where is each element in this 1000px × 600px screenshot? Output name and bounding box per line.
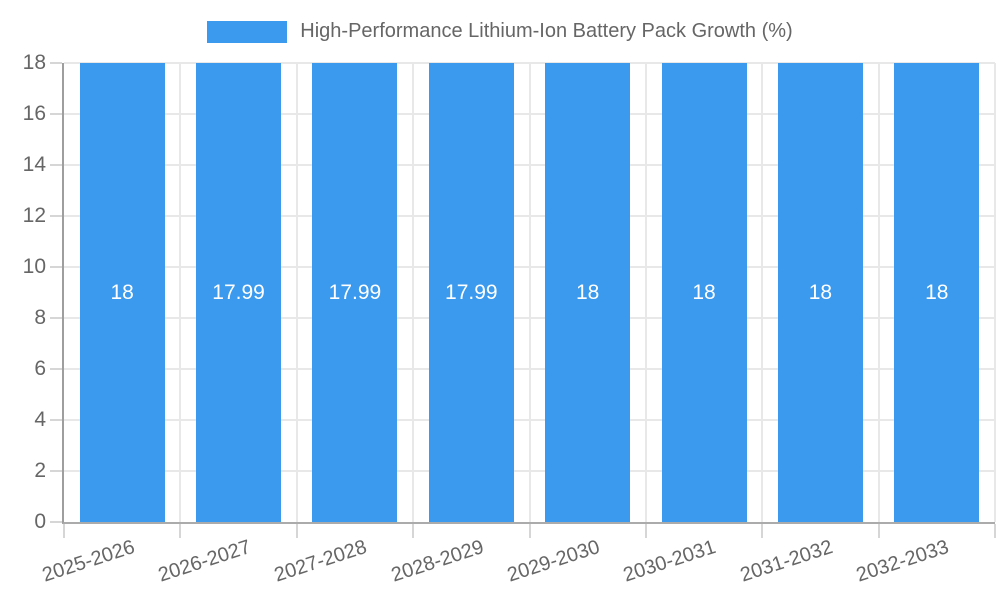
bar[interactable]: 17.99: [428, 63, 514, 522]
x-tick-mark: [412, 524, 415, 538]
bar-value-label: 17.99: [445, 280, 498, 304]
bar-value-label: 18: [692, 280, 716, 304]
x-tick-mark: [994, 524, 996, 538]
y-tick-mark: [50, 470, 62, 472]
bar[interactable]: 18: [545, 63, 631, 522]
bar[interactable]: 18: [661, 63, 747, 522]
x-axis: 2025-2026 2026-2027 2027-2028 2028-2029 2029…: [39, 530, 993, 596]
legend-swatch: [207, 20, 288, 43]
bar-value-label: 18: [576, 280, 600, 304]
y-tick-label: 6: [34, 357, 46, 380]
y-tick-label: 18: [22, 51, 46, 74]
y-tick-mark: [50, 419, 62, 421]
v-gridline: [761, 63, 764, 522]
legend-item[interactable]: High-Performance Lithium-Ion Battery Pac…: [0, 20, 1000, 43]
bar[interactable]: 18: [79, 63, 165, 522]
v-gridline: [295, 63, 298, 522]
y-tick-label: 0: [34, 510, 46, 533]
y-tick-label: 16: [22, 102, 46, 125]
bar-value-label: 18: [110, 280, 134, 304]
x-tick-label: 2025-2026: [39, 536, 137, 587]
v-gridline: [644, 63, 647, 522]
bar-value-label: 18: [925, 280, 949, 304]
y-tick-mark: [50, 317, 62, 319]
x-tick-label: 2029-2030: [504, 536, 603, 587]
y-axis: 0 2 4 6 8 10 12 14 16 18: [0, 51, 62, 533]
bar[interactable]: 17.99: [312, 63, 398, 522]
y-tick-mark: [50, 266, 62, 268]
x-tick-mark: [877, 524, 880, 538]
y-tick-label: 2: [34, 459, 46, 482]
x-tick-label: 2030-2031: [621, 536, 719, 587]
v-gridline: [528, 63, 531, 522]
v-gridline: [994, 63, 996, 522]
x-tick-mark: [63, 524, 65, 538]
y-tick-label: 4: [34, 408, 46, 431]
y-tick-mark: [50, 215, 62, 217]
v-gridline: [877, 63, 880, 522]
x-tick-label: 2031-2032: [737, 536, 836, 587]
bar-value-label: 17.99: [328, 280, 382, 304]
y-tick-label: 12: [22, 204, 46, 227]
y-tick-label: 14: [22, 153, 46, 176]
x-tick-mark: [644, 524, 647, 538]
bar-value-label: 17.99: [212, 280, 265, 304]
y-tick-mark: [50, 368, 62, 370]
bar[interactable]: 18: [894, 63, 980, 522]
x-tick-mark: [179, 524, 182, 538]
v-gridline: [412, 63, 415, 522]
x-tick-mark: [528, 524, 531, 538]
x-tick-label: 2027-2028: [271, 536, 370, 587]
y-tick-label: 8: [34, 306, 46, 329]
x-tick-label: 2032-2033: [853, 536, 952, 587]
x-tick-mark: [761, 524, 764, 538]
bar[interactable]: 18: [777, 63, 863, 522]
x-tick-label: 2028-2029: [388, 536, 487, 587]
v-gridline: [179, 63, 182, 522]
plot-area: 18 17.99 17.99 17.99 18 18 18 18: [62, 62, 996, 538]
y-tick-mark: [50, 164, 62, 166]
bar-value-label: 18: [808, 280, 833, 304]
y-tick-mark: [50, 521, 62, 523]
x-tick-mark: [295, 524, 298, 538]
legend-label: High-Performance Lithium-Ion Battery Pac…: [300, 20, 793, 42]
y-tick-label: 10: [22, 255, 46, 278]
y-tick-mark: [50, 113, 62, 115]
bar[interactable]: 17.99: [196, 63, 282, 522]
y-tick-mark: [50, 62, 62, 64]
x-tick-label: 2026-2027: [155, 536, 254, 587]
